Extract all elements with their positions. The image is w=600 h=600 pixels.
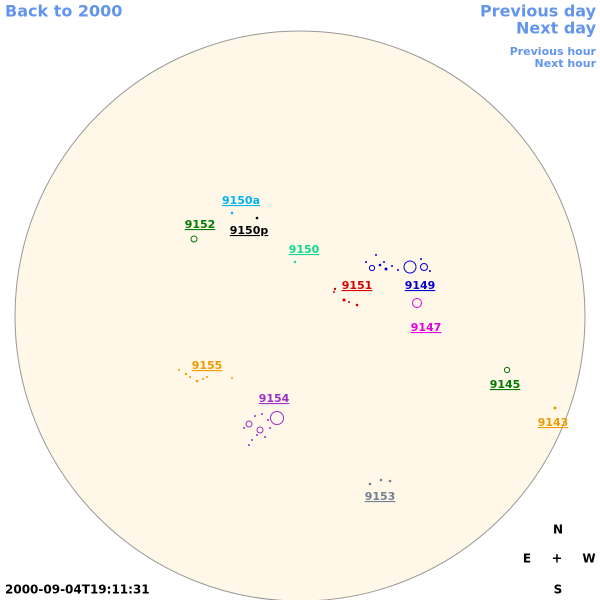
region-label[interactable]: 9150a xyxy=(222,194,260,207)
sunspot xyxy=(383,261,385,263)
compass-north: N xyxy=(553,523,563,537)
sunspot xyxy=(355,303,359,307)
region-label[interactable]: 9152 xyxy=(185,218,216,231)
sunspot xyxy=(270,411,284,425)
sunspot xyxy=(342,298,346,302)
sunspot xyxy=(378,263,382,267)
sunspot xyxy=(553,406,557,410)
sunspot xyxy=(189,376,191,378)
compass-east: E xyxy=(523,552,531,566)
sunspot xyxy=(391,265,393,267)
sunspot xyxy=(251,439,253,441)
timestamp: 2000-09-04T19:11:31 xyxy=(5,583,150,597)
sunspot xyxy=(403,260,417,274)
sunspot xyxy=(348,301,350,303)
next-hour-link[interactable]: Next hour xyxy=(535,57,597,70)
region-label[interactable]: 9154 xyxy=(259,392,290,405)
region-label[interactable]: 9155 xyxy=(192,359,223,372)
sunspot xyxy=(178,369,180,371)
sunspot xyxy=(420,258,422,260)
sunspot xyxy=(397,269,399,271)
sunspot xyxy=(333,287,337,291)
region-label[interactable]: 9151 xyxy=(342,279,373,292)
region-label[interactable]: 9147 xyxy=(411,321,442,334)
sunspot xyxy=(202,378,204,380)
sunspot xyxy=(190,235,198,243)
region-label[interactable]: 9150 xyxy=(289,243,320,256)
sunspot xyxy=(255,216,259,220)
sunspot xyxy=(293,260,297,264)
sunspot xyxy=(256,434,258,436)
sunspot xyxy=(206,376,208,378)
sunspot xyxy=(503,366,511,374)
sunspot xyxy=(184,372,188,376)
region-label[interactable]: 9145 xyxy=(490,378,521,391)
sunspot xyxy=(195,379,199,383)
compass-south: S xyxy=(554,583,563,597)
compass-center: + xyxy=(552,552,563,567)
sunspot xyxy=(375,254,377,256)
sunspot xyxy=(248,444,250,446)
region-label[interactable]: 9143 xyxy=(538,416,569,429)
sunspot xyxy=(420,263,428,271)
back-link[interactable]: Back to 2000 xyxy=(5,2,122,21)
sunspot xyxy=(230,211,234,215)
sunspot xyxy=(368,482,372,486)
sunspot xyxy=(267,419,269,421)
sunspot xyxy=(264,436,266,438)
sunspot xyxy=(269,427,271,429)
sunspot xyxy=(261,413,263,415)
sunspot xyxy=(368,264,376,272)
sunspot xyxy=(245,420,253,428)
sunspot xyxy=(243,427,245,429)
sunspot xyxy=(256,426,264,434)
sunspot xyxy=(231,377,233,379)
previous-day-link[interactable]: Previous day xyxy=(480,2,597,21)
sunspot xyxy=(384,267,388,271)
sunspot xyxy=(365,261,367,263)
sunspot xyxy=(333,291,335,293)
solar-disk xyxy=(14,30,586,600)
previous-hour-link[interactable]: Previous hour xyxy=(510,45,597,58)
region-label[interactable]: 9150p xyxy=(230,224,269,237)
region-label[interactable]: 9153 xyxy=(365,490,396,503)
sunspot xyxy=(388,479,392,483)
sunspot xyxy=(254,415,256,417)
sunspot xyxy=(412,298,422,308)
region-label[interactable]: 9149 xyxy=(405,279,436,292)
sunspot xyxy=(429,270,431,272)
compass-west: W xyxy=(582,552,595,566)
next-day-link[interactable]: Next day xyxy=(516,19,597,38)
sunspot xyxy=(379,478,383,482)
